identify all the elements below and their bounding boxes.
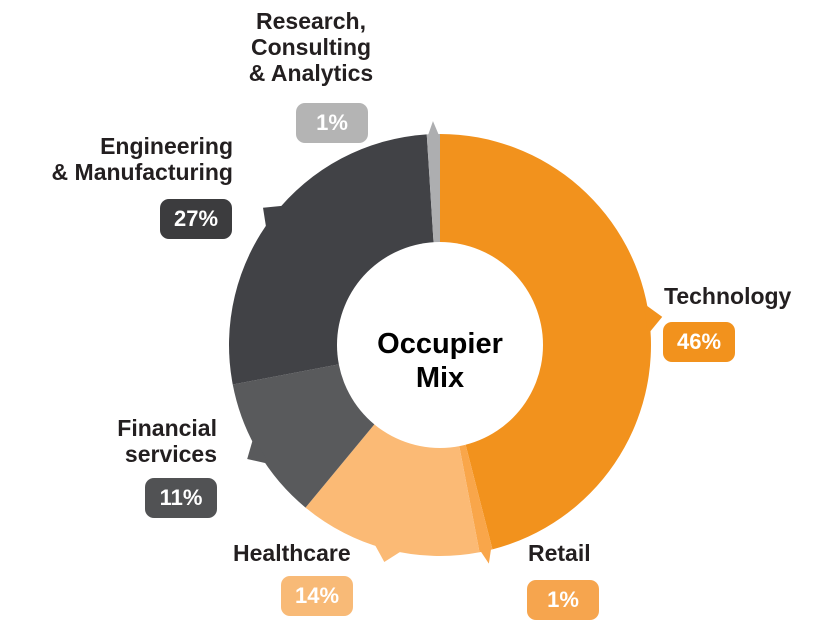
pointer-engineering-manufacturing: [263, 205, 286, 231]
pointer-healthcare: [373, 542, 404, 562]
donut-hole: [337, 242, 543, 448]
pointer-research-consulting-analytics: [427, 121, 440, 138]
segment-label-financial-services: Financial services: [117, 415, 217, 467]
segment-label-technology: Technology: [664, 283, 792, 309]
segment-label-research-consulting-analytics: Research, Consulting & Analytics: [248, 8, 374, 86]
segment-badge-healthcare: 14%: [281, 576, 353, 616]
segment-badge-retail: 1%: [527, 580, 599, 620]
segment-badge-technology: 46%: [663, 322, 735, 362]
donut-slice-technology: [440, 134, 651, 550]
segment-badge-engineering-manufacturing: 27%: [160, 199, 232, 239]
segment-badge-research-consulting-analytics: 1%: [296, 103, 368, 143]
segment-label-healthcare: Healthcare: [233, 540, 351, 566]
chart-title: Occupier Mix: [377, 328, 503, 394]
segment-badge-financial-services: 11%: [145, 478, 217, 518]
pointer-retail: [479, 546, 492, 564]
pointer-technology: [643, 303, 663, 335]
segment-label-engineering-manufacturing: Engineering & Manufacturing: [51, 133, 233, 185]
pointer-financial-services: [247, 437, 270, 465]
segment-label-retail: Retail: [528, 540, 591, 566]
